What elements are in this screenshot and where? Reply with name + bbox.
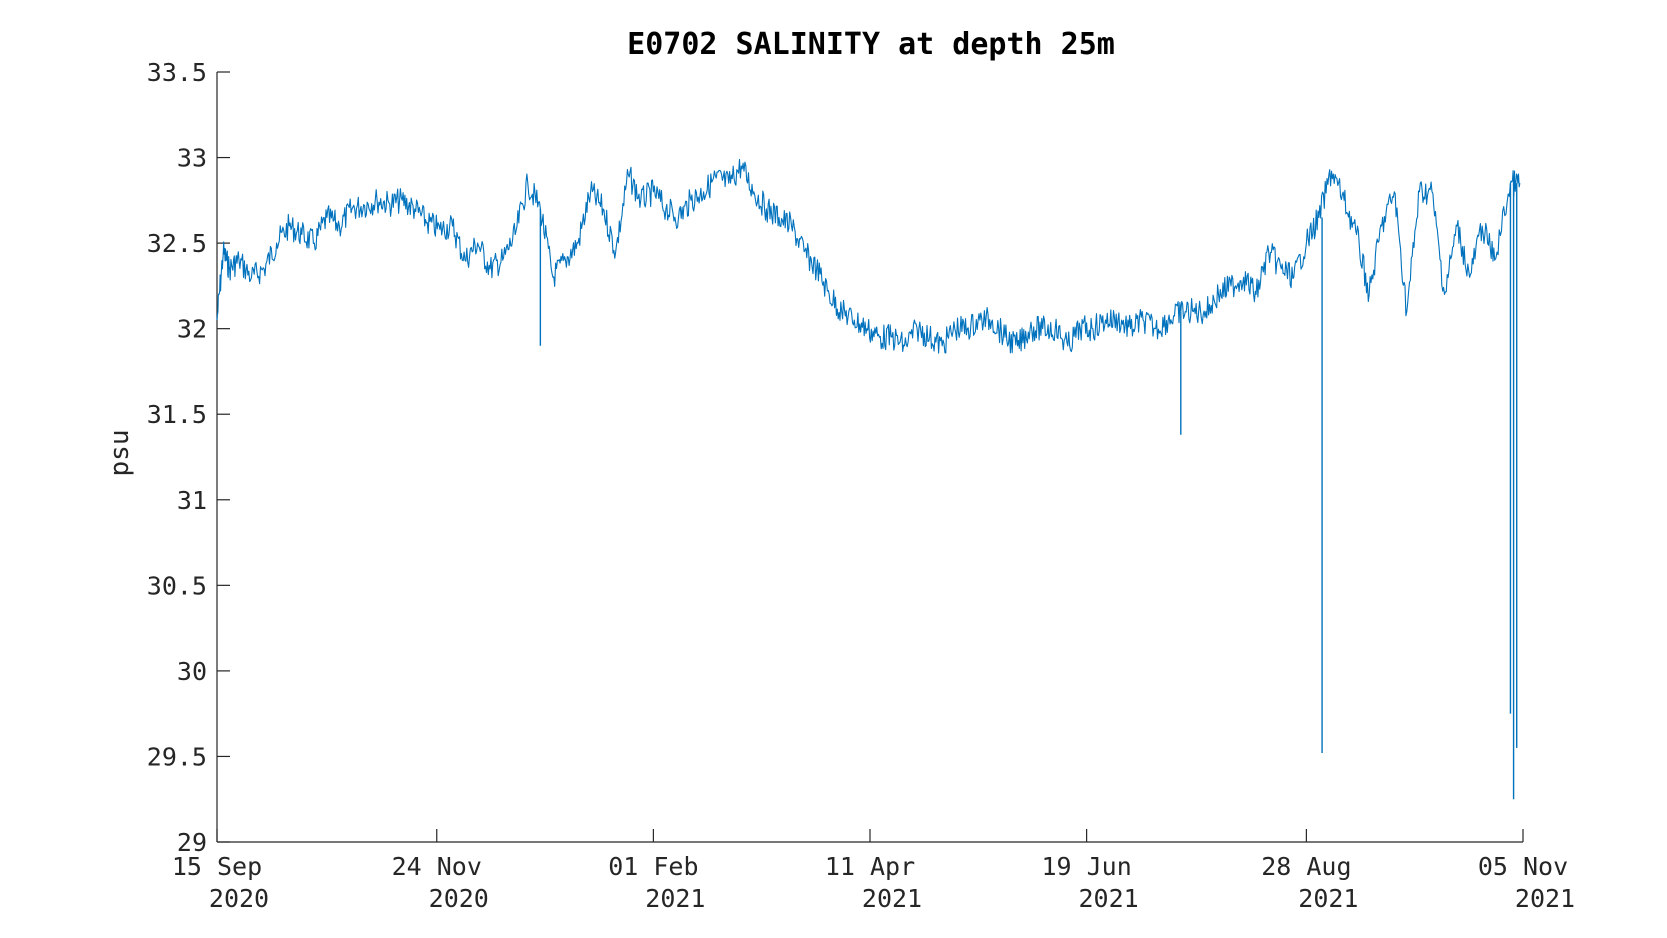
x-tick-year-label: 2021 bbox=[1079, 884, 1139, 913]
y-tick-label: 33.5 bbox=[147, 58, 207, 87]
x-tick-year-label: 2020 bbox=[429, 884, 489, 913]
y-axis-label: psu bbox=[105, 430, 135, 477]
y-tick-label: 31.5 bbox=[147, 400, 207, 429]
x-axis-ticks: 15 Sep 2020 24 Nov 2020 01 Feb 2021 11 Apr 2021… bbox=[172, 829, 1575, 913]
y-tick-label: 30 bbox=[177, 657, 207, 686]
plot-area bbox=[216, 158, 1521, 800]
y-axis-ticks: 29 29.5 30 30.5 31 31.5 32 32.5 33 33.5 bbox=[147, 58, 230, 857]
y-tick-label: 32.5 bbox=[147, 229, 207, 258]
x-tick-year-label: 2020 bbox=[209, 884, 269, 913]
y-tick-label: 32 bbox=[177, 315, 207, 344]
x-tick-label: 24 Nov bbox=[392, 852, 482, 881]
x-tick-label: 11 Apr bbox=[825, 852, 915, 881]
x-tick-year-label: 2021 bbox=[1298, 884, 1358, 913]
y-tick-label: 33 bbox=[177, 144, 207, 173]
y-tick-label: 29.5 bbox=[147, 742, 207, 771]
x-tick-label: 28 Aug bbox=[1261, 852, 1351, 881]
x-tick-label: 01 Feb bbox=[608, 852, 698, 881]
axes bbox=[216, 72, 1523, 843]
chart-title: E0702 SALINITY at depth 25m bbox=[627, 27, 1115, 62]
y-tick-label: 29 bbox=[177, 828, 207, 857]
y-tick-label: 30.5 bbox=[147, 571, 207, 600]
x-tick-label: 05 Nov bbox=[1478, 852, 1568, 881]
x-tick-year-label: 2021 bbox=[645, 884, 705, 913]
y-tick-label: 31 bbox=[177, 486, 207, 515]
salinity-series-line bbox=[216, 158, 1521, 354]
x-tick-label: 15 Sep bbox=[172, 852, 262, 881]
x-tick-year-label: 2021 bbox=[1515, 884, 1575, 913]
x-tick-year-label: 2021 bbox=[862, 884, 922, 913]
x-tick-label: 19 Jun bbox=[1041, 852, 1131, 881]
